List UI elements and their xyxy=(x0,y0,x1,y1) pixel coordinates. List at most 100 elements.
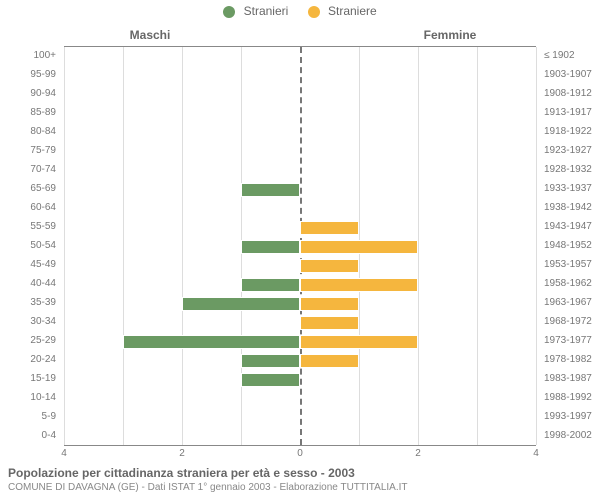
bar-row xyxy=(64,354,536,368)
age-label: 15-19 xyxy=(0,374,60,384)
bar-male xyxy=(123,335,300,349)
bar-male xyxy=(241,354,300,368)
year-label: 1988-1992 xyxy=(540,393,600,403)
pyramid-chart: Stranieri Straniere Maschi Femmine Fasce… xyxy=(0,0,600,500)
year-label: 1933-1937 xyxy=(540,184,600,194)
bar-row xyxy=(64,50,536,64)
year-label: 1948-1952 xyxy=(540,241,600,251)
year-label: 1943-1947 xyxy=(540,222,600,232)
bar-female xyxy=(300,354,359,368)
age-label: 10-14 xyxy=(0,393,60,403)
age-labels: 100+ 95-99 90-94 85-89 80-84 75-79 70-74 65-69 6… xyxy=(0,46,60,446)
year-label: 1953-1957 xyxy=(540,260,600,270)
bar-row xyxy=(64,259,536,273)
bar-female xyxy=(300,221,359,235)
bar-row xyxy=(64,240,536,254)
bar-male xyxy=(241,373,300,387)
year-label: 1998-2002 xyxy=(540,431,600,441)
bar-female xyxy=(300,297,359,311)
bar-row xyxy=(64,221,536,235)
bar-row xyxy=(64,335,536,349)
bar-female xyxy=(300,259,359,273)
legend-male-label: Stranieri xyxy=(244,4,289,18)
bar-row xyxy=(64,297,536,311)
year-label: 1958-1962 xyxy=(540,279,600,289)
age-label: 35-39 xyxy=(0,298,60,308)
age-label: 45-49 xyxy=(0,260,60,270)
bar-row xyxy=(64,183,536,197)
header-female: Femmine xyxy=(300,28,600,42)
plot-area xyxy=(64,46,536,446)
chart-subtitle: COMUNE DI DAVAGNA (GE) - Dati ISTAT 1° g… xyxy=(8,482,408,493)
age-label: 50-54 xyxy=(0,241,60,251)
x-tick: 2 xyxy=(415,448,421,459)
year-label: 1978-1982 xyxy=(540,355,600,365)
year-label: 1973-1977 xyxy=(540,336,600,346)
legend-female-label: Straniere xyxy=(328,4,377,18)
year-labels: ≤ 1902 1903-1907 1908-1912 1913-1917 1918-19… xyxy=(540,46,600,446)
year-label: 1938-1942 xyxy=(540,203,600,213)
age-label: 25-29 xyxy=(0,336,60,346)
bar-row xyxy=(64,145,536,159)
legend-male: Stranieri xyxy=(223,4,288,18)
age-label: 55-59 xyxy=(0,222,60,232)
age-label: 90-94 xyxy=(0,89,60,99)
age-label: 70-74 xyxy=(0,165,60,175)
bar-row xyxy=(64,278,536,292)
header-male: Maschi xyxy=(0,28,300,42)
bar-row xyxy=(64,411,536,425)
year-label: ≤ 1902 xyxy=(540,51,600,61)
year-label: 1903-1907 xyxy=(540,70,600,80)
x-tick: 2 xyxy=(179,448,185,459)
bar-row xyxy=(64,126,536,140)
bar-row xyxy=(64,107,536,121)
year-label: 1968-1972 xyxy=(540,317,600,327)
year-label: 1993-1997 xyxy=(540,412,600,422)
age-label: 80-84 xyxy=(0,127,60,137)
bar-female xyxy=(300,335,418,349)
bar-row xyxy=(64,373,536,387)
legend-female-swatch xyxy=(308,6,320,18)
age-label: 100+ xyxy=(0,51,60,61)
legend-male-swatch xyxy=(223,6,235,18)
bar-row xyxy=(64,69,536,83)
age-label: 20-24 xyxy=(0,355,60,365)
age-label: 65-69 xyxy=(0,184,60,194)
age-label: 5-9 xyxy=(0,412,60,422)
age-label: 75-79 xyxy=(0,146,60,156)
year-label: 1908-1912 xyxy=(540,89,600,99)
bar-row xyxy=(64,316,536,330)
year-label: 1928-1932 xyxy=(540,165,600,175)
bar-row xyxy=(64,202,536,216)
x-ticks: 4 2 0 2 4 xyxy=(64,448,536,464)
year-label: 1923-1927 xyxy=(540,146,600,156)
bar-male xyxy=(241,278,300,292)
bar-male xyxy=(241,240,300,254)
bar-row xyxy=(64,392,536,406)
x-tick: 4 xyxy=(61,448,67,459)
chart-title: Popolazione per cittadinanza straniera p… xyxy=(8,466,355,480)
x-tick: 0 xyxy=(297,448,303,459)
age-label: 60-64 xyxy=(0,203,60,213)
bar-female xyxy=(300,240,418,254)
gridline xyxy=(536,47,537,445)
year-label: 1918-1922 xyxy=(540,127,600,137)
age-label: 85-89 xyxy=(0,108,60,118)
year-label: 1983-1987 xyxy=(540,374,600,384)
bar-male xyxy=(241,183,300,197)
bar-female xyxy=(300,278,418,292)
legend-female: Straniere xyxy=(308,4,377,18)
x-tick: 4 xyxy=(533,448,539,459)
bar-row xyxy=(64,164,536,178)
year-label: 1913-1917 xyxy=(540,108,600,118)
legend: Stranieri Straniere xyxy=(0,4,600,18)
bar-female xyxy=(300,316,359,330)
bar-row xyxy=(64,88,536,102)
bar-male xyxy=(182,297,300,311)
year-label: 1963-1967 xyxy=(540,298,600,308)
age-label: 30-34 xyxy=(0,317,60,327)
age-label: 40-44 xyxy=(0,279,60,289)
age-label: 0-4 xyxy=(0,431,60,441)
bar-row xyxy=(64,430,536,444)
age-label: 95-99 xyxy=(0,70,60,80)
